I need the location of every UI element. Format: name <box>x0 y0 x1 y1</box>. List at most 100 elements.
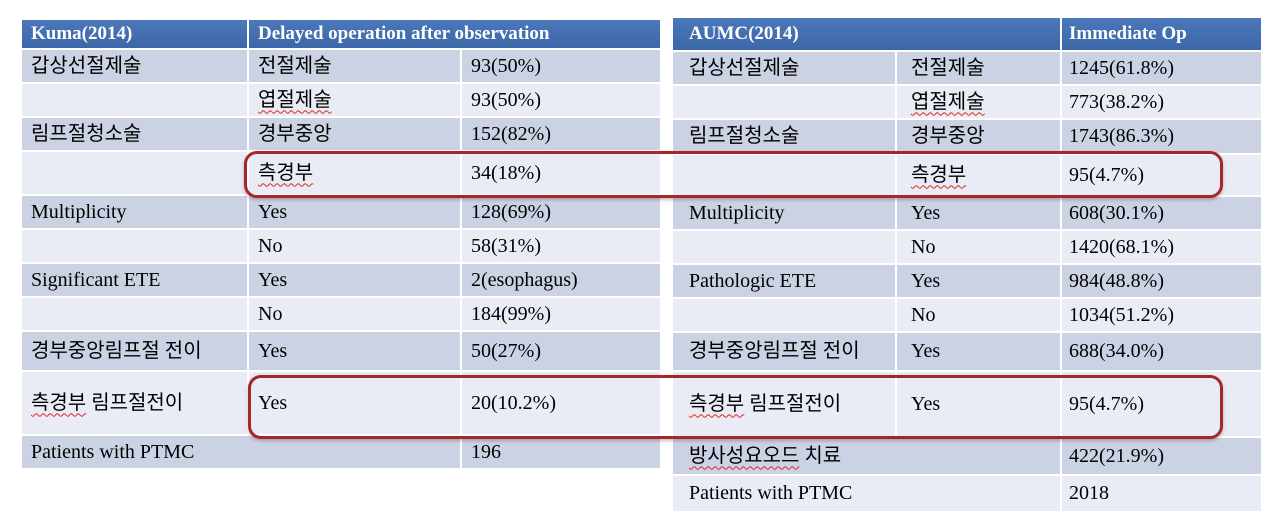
cell-text: 152(82%) <box>471 122 551 145</box>
cell-text: 림프절청소술 <box>31 122 142 145</box>
cell-text: 전절제술 <box>911 56 985 79</box>
cell-text: 50(27%) <box>471 339 541 362</box>
cell-text: 58(31%) <box>471 234 541 257</box>
table-cell: 엽절제술 <box>897 86 1061 118</box>
cell-text: 갑상선절제술 <box>689 56 800 79</box>
table-cell: No <box>249 298 460 330</box>
cell-text: 림프절전이 <box>86 391 184 414</box>
table-cell: Multiplicity <box>673 197 895 229</box>
table-cell: 1245(61.8%) <box>1062 52 1262 84</box>
cell-text: 림프절전이 <box>744 392 842 415</box>
table-cell: 갑상선절제술 <box>673 52 895 84</box>
cell-text: 2018 <box>1069 482 1110 504</box>
table-cell: Yes <box>897 372 1061 436</box>
misspelled-word: 엽절제술 <box>911 90 985 113</box>
table-cell: Yes <box>249 372 460 434</box>
cell-text: Multiplicity <box>689 201 785 224</box>
misspelled-word: 측경부 <box>689 392 745 415</box>
table-cell <box>22 152 247 194</box>
cell-text: 1420(68.1%) <box>1069 235 1174 258</box>
table-cell: 2018 <box>1062 476 1262 511</box>
table-row: Patients with PTMC 2018 <box>673 476 1262 511</box>
table-cell: Pathologic ETE <box>673 265 895 297</box>
table-cell: Yes <box>249 196 460 228</box>
cell-text: 688(34.0%) <box>1069 340 1164 362</box>
table-cell: 경부중앙 <box>249 118 460 150</box>
table-row: 엽절제술 773(38.2%) <box>673 86 1262 118</box>
misspelled-word: 방사성요오드 <box>689 444 800 467</box>
table-cell: 측경부 <box>249 152 460 194</box>
table-cell: 95(4.7%) <box>1062 155 1262 195</box>
cell-text: 184(99%) <box>471 302 551 325</box>
table-cell: 림프절청소술 <box>22 118 247 150</box>
table-row: Patients with PTMC 196 <box>22 436 660 468</box>
table-cell: 엽절제술 <box>249 84 460 116</box>
cell-text: Yes <box>258 268 288 291</box>
table-row: 측경부 림프절전이 Yes 95(4.7%) <box>673 372 1262 436</box>
column-header-immediate-op: Immediate Op <box>1062 18 1262 50</box>
table-row: 림프절청소술 경부중앙 152(82%) <box>22 118 660 150</box>
table-cell <box>673 86 895 118</box>
kuma-table: Kuma(2014) Delayed operation after obser… <box>20 18 662 470</box>
table-cell: 93(50%) <box>462 50 660 82</box>
table-cell: 95(4.7%) <box>1062 372 1262 436</box>
table-cell <box>673 155 895 195</box>
cell-text: 93(50%) <box>471 88 541 111</box>
table-row: 엽절제술 93(50%) <box>22 84 660 116</box>
table-cell: 전절제술 <box>249 50 460 82</box>
table-cell: 50(27%) <box>462 332 660 370</box>
cell-text: Yes <box>258 339 288 362</box>
misspelled-word: 엽절제술 <box>258 88 332 111</box>
cell-text: Yes <box>911 201 941 224</box>
table-row: 측경부 95(4.7%) <box>673 155 1262 195</box>
table-cell: 전절제술 <box>897 52 1061 84</box>
cell-text: 984(48.8%) <box>1069 269 1164 292</box>
cell-text: 2(esophagus) <box>471 268 578 291</box>
misspelled-word: 측경부 <box>911 163 967 186</box>
table-row: Significant ETE Yes 2(esophagus) <box>22 264 660 296</box>
table-row: 갑상선절제술 전절제술 1245(61.8%) <box>673 52 1262 84</box>
cell-text: 림프절청소술 <box>689 125 800 147</box>
column-header-aumc: AUMC(2014) <box>673 18 1061 50</box>
cell-text: Significant ETE <box>31 268 161 291</box>
cell-text: 경부중앙림프절 전이 <box>31 339 202 362</box>
table-row: No 58(31%) <box>22 230 660 262</box>
cell-text: 1245(61.8%) <box>1069 56 1174 79</box>
cell-text: 갑상선절제술 <box>31 54 142 77</box>
table-cell: Yes <box>249 264 460 296</box>
column-header-delayed-operation: Delayed operation after observation <box>249 20 660 48</box>
cell-text: 422(21.9%) <box>1069 444 1164 467</box>
aumc-table: AUMC(2014) Immediate Op 갑상선절제술 전절제술 1245(6… <box>671 16 1263 513</box>
table-cell: 경부중앙림프절 전이 <box>673 333 895 370</box>
cell-text: 608(30.1%) <box>1069 201 1164 224</box>
cell-text: Patients with PTMC <box>31 440 195 463</box>
cell-text: Yes <box>258 391 288 414</box>
table-row: 방사성요오드 치료 422(21.9%) <box>673 438 1262 474</box>
table-cell <box>22 298 247 330</box>
table-cell: 1034(51.2%) <box>1062 299 1262 331</box>
header-row: AUMC(2014) Immediate Op <box>673 18 1262 50</box>
table-cell: 128(69%) <box>462 196 660 228</box>
table-row: 측경부 34(18%) <box>22 152 660 194</box>
table-row: 림프절청소술 경부중앙 1743(86.3%) <box>673 120 1262 153</box>
table-cell: 34(18%) <box>462 152 660 194</box>
table-cell <box>22 230 247 262</box>
table-row: No 184(99%) <box>22 298 660 330</box>
cell-text: No <box>258 234 283 257</box>
cell-text: No <box>911 235 936 258</box>
cell-text: No <box>258 302 283 325</box>
table-cell: No <box>249 230 460 262</box>
table-cell: 196 <box>462 436 660 468</box>
misspelled-word: 측경부 <box>258 161 314 184</box>
table-cell: 방사성요오드 치료 <box>673 438 1061 474</box>
cell-text: 전절제술 <box>258 54 332 77</box>
table-cell: 갑상선절제술 <box>22 50 247 82</box>
table-row: No 1420(68.1%) <box>673 231 1262 263</box>
table-row: No 1034(51.2%) <box>673 299 1262 331</box>
cell-text: Patients with PTMC <box>689 482 853 504</box>
table-cell: 림프절청소술 <box>673 120 895 153</box>
cell-text: 1034(51.2%) <box>1069 303 1174 326</box>
table-cell: 1743(86.3%) <box>1062 120 1262 153</box>
cell-text: 경부중앙림프절 전이 <box>689 340 860 362</box>
